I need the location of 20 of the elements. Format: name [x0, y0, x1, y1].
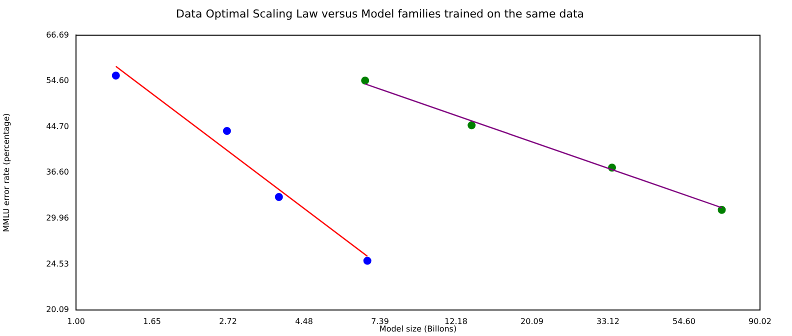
y-tick-label: 20.09 — [46, 305, 69, 314]
x-tick-label: 4.48 — [295, 316, 313, 326]
x-tick-label: 33.12 — [596, 316, 620, 326]
x-axis-title: Model size (Billons) — [379, 324, 457, 334]
y-tick-label: 66.69 — [46, 30, 69, 40]
y-tick-label: 44.70 — [46, 122, 69, 131]
y-axis-title: MMLU error rate (percentage) — [2, 113, 11, 232]
y-tick-label: 54.60 — [46, 76, 69, 86]
chart-title: Data Optimal Scaling Law versus Model families trained on the same data — [176, 7, 584, 20]
x-tick-label: 2.72 — [219, 316, 237, 326]
x-tick-label: 7.39 — [371, 316, 389, 326]
y-tick-label: 29.96 — [46, 213, 69, 222]
x-tick-label: 54.60 — [672, 316, 696, 326]
x-tick-label: 12.18 — [444, 316, 468, 326]
x-tick-label: 20.09 — [520, 316, 544, 326]
y-tick-label: 24.53 — [46, 259, 69, 268]
x-tick-label: 90.02 — [748, 316, 772, 326]
x-tick-label: 1.65 — [143, 316, 161, 326]
y-tick-label: 36.60 — [46, 168, 69, 177]
x-tick-label: 1.00 — [67, 316, 85, 326]
